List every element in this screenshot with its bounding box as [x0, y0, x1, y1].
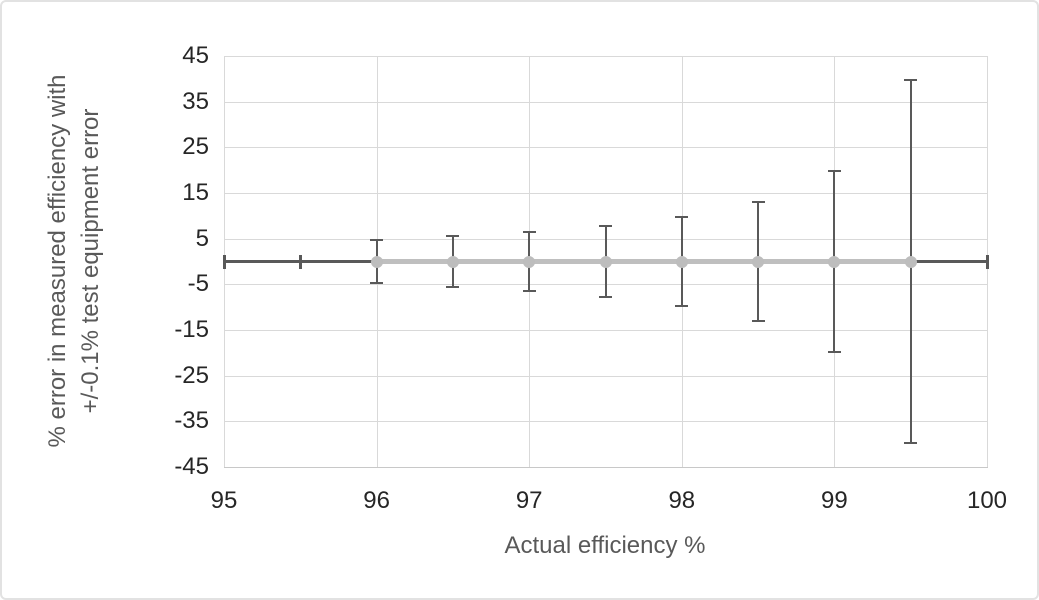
- error-bar-bottom-cap: [599, 296, 612, 299]
- error-bar-top-cap: [751, 200, 765, 203]
- data-point-marker: [446, 255, 459, 268]
- y-tick-label: 5: [195, 224, 209, 252]
- x-axis-line: [224, 467, 988, 468]
- data-point-marker: [523, 255, 536, 268]
- h-gridline: [224, 56, 988, 57]
- x-error-bar: [910, 260, 987, 263]
- x-tick-label: 98: [668, 487, 696, 514]
- y-tick-label: 45: [182, 42, 209, 69]
- y-tick-label: -5: [187, 270, 209, 298]
- error-bar-top-cap: [522, 230, 536, 233]
- x-axis-title: Actual efficiency %: [504, 532, 706, 559]
- error-bar-top-cap: [446, 235, 460, 238]
- h-gridline: [224, 376, 988, 377]
- data-point-marker: [675, 255, 688, 268]
- h-gridline: [224, 421, 988, 422]
- error-bar-bottom-cap: [446, 285, 460, 288]
- h-gridline: [224, 330, 988, 331]
- y-tick-label: 25: [182, 133, 209, 161]
- series-line: [376, 259, 911, 264]
- error-bar-top-cap: [370, 238, 384, 241]
- error-bar-top-cap: [904, 78, 918, 81]
- x-error-cap: [222, 254, 226, 269]
- y-tick-label: 35: [182, 87, 209, 115]
- error-bar-bottom-cap: [522, 290, 536, 293]
- h-gridline: [224, 193, 988, 194]
- data-point-marker: [370, 255, 383, 268]
- h-gridline: [224, 102, 988, 103]
- x-tick-label: 96: [363, 487, 390, 514]
- data-point-marker: [599, 255, 612, 268]
- x-tick-label: 97: [515, 487, 543, 514]
- x-error-cap: [985, 254, 989, 269]
- x-error-cap: [298, 254, 302, 269]
- error-bar-bottom-cap: [904, 442, 918, 445]
- error-bar-top-cap: [827, 170, 841, 173]
- data-point-marker: [752, 255, 765, 268]
- y-tick-label: -35: [174, 407, 209, 435]
- y-tick-label: -45: [174, 453, 209, 480]
- x-tick-label: 100: [966, 487, 1008, 514]
- error-bar-bottom-cap: [370, 282, 384, 285]
- y-tick-label: -25: [174, 361, 209, 389]
- error-bar-top-cap: [675, 215, 689, 218]
- y-tick-label: 15: [182, 179, 209, 206]
- y-tick-label: -15: [174, 316, 209, 343]
- error-bar-bottom-cap: [675, 305, 689, 308]
- data-point-marker: [828, 255, 841, 268]
- error-bar-bottom-cap: [827, 350, 841, 353]
- h-gridline: [224, 147, 988, 148]
- error-bar-top-cap: [599, 224, 612, 227]
- x-tick-label: 99: [821, 487, 848, 514]
- data-point-marker: [904, 255, 917, 268]
- x-tick-label: 95: [210, 487, 238, 514]
- error-bar-bottom-cap: [751, 320, 765, 323]
